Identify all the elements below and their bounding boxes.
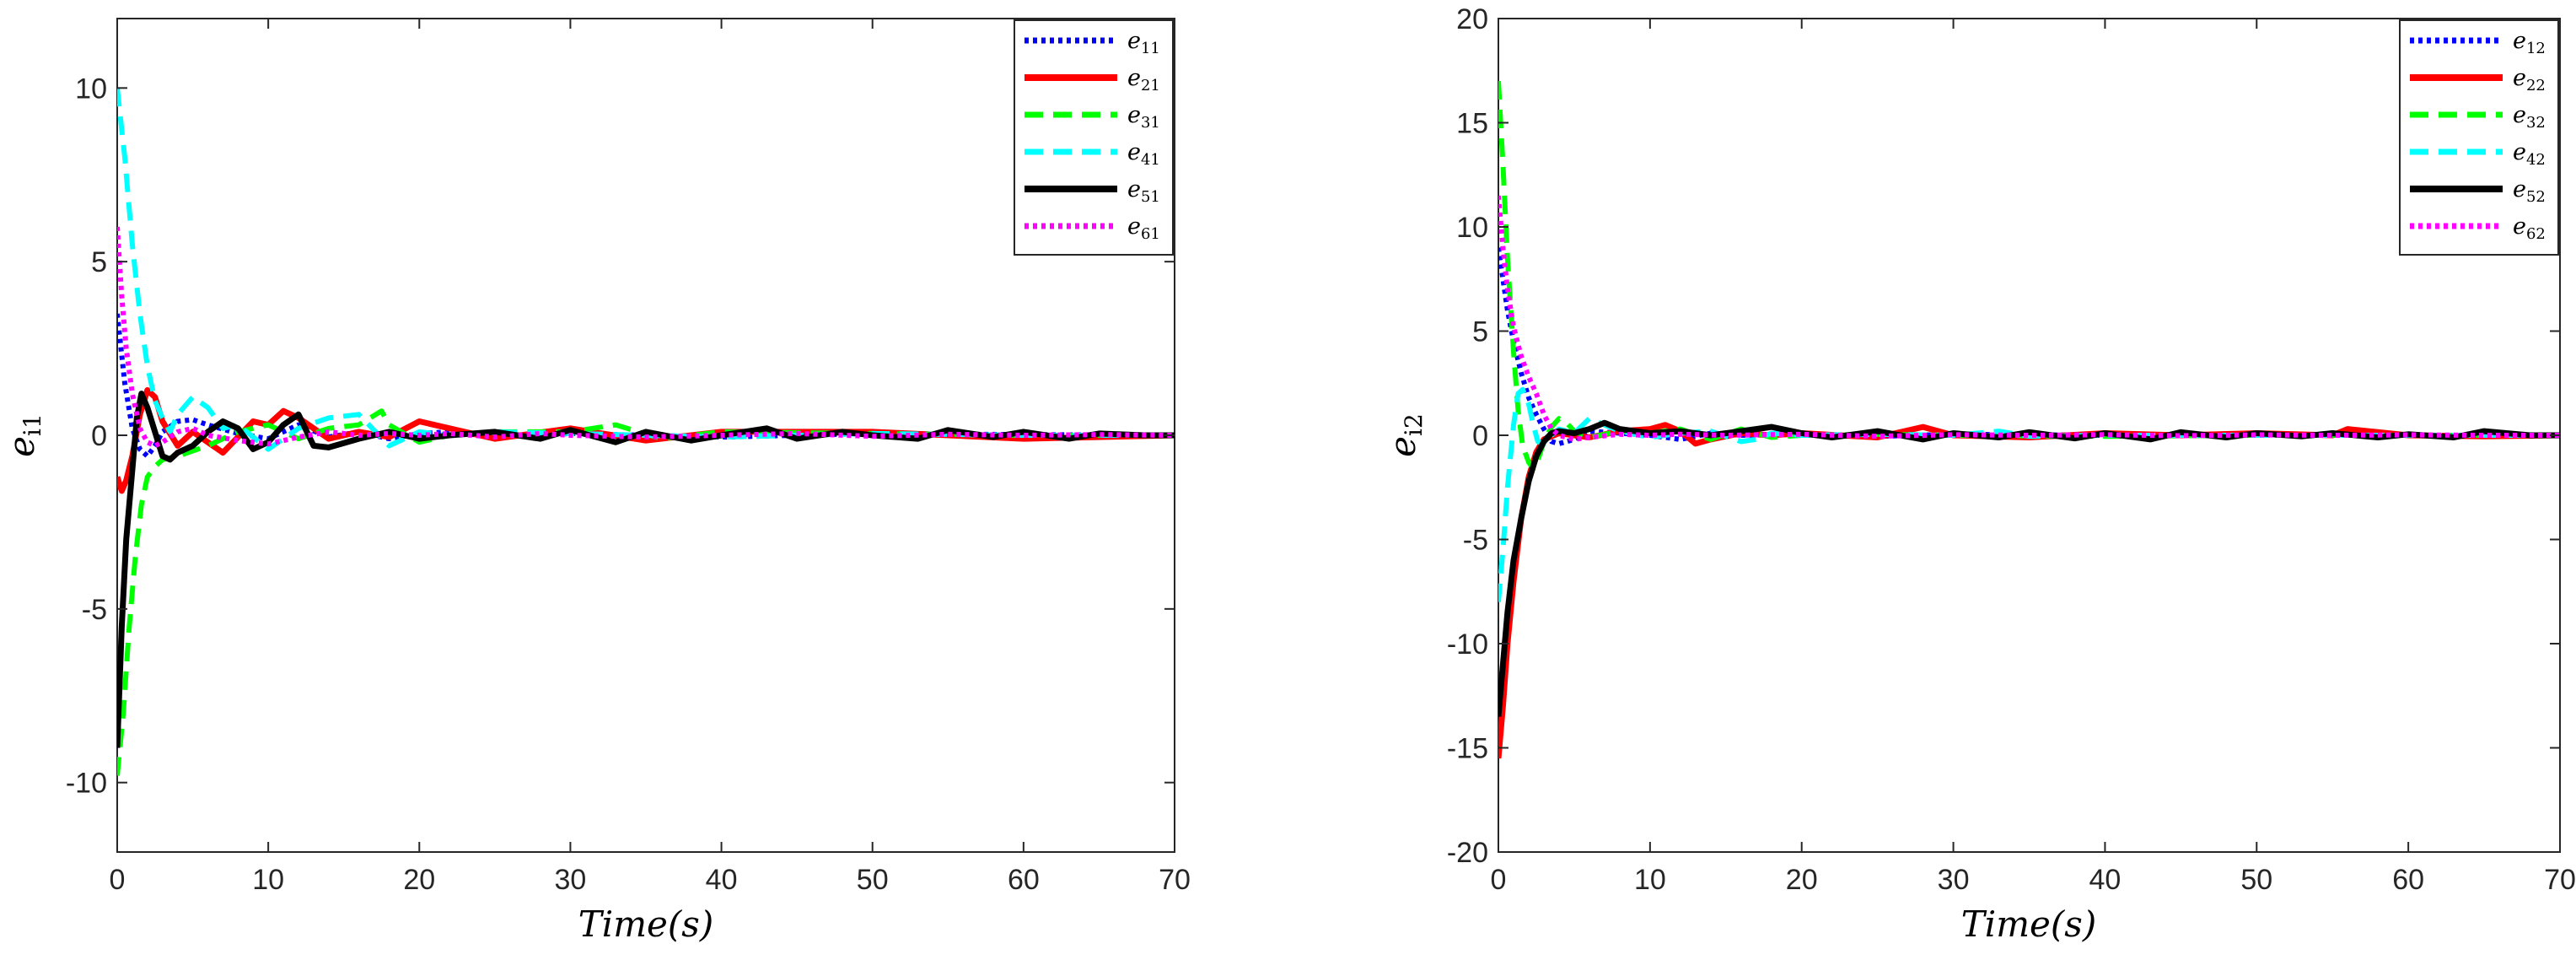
x-tick-label: 50 [2240, 864, 2272, 896]
series-line-e61 [117, 226, 1175, 449]
legend-entry: e62 [2513, 213, 2546, 243]
legend-entry: e42 [2513, 139, 2546, 169]
y-tick-label: 20 [1456, 3, 1488, 35]
legend-entry: e52 [2513, 176, 2546, 206]
x-tick-label: 60 [2392, 864, 2424, 896]
series-line-e51 [117, 391, 1175, 748]
series-lines [117, 87, 1175, 776]
x-tick-label: 0 [1491, 864, 1507, 896]
y-tick-label: -10 [1447, 628, 1488, 661]
y-tick-label: 10 [1456, 212, 1488, 244]
legend-entry: e22 [2513, 65, 2546, 94]
y-tick-label: -5 [1463, 525, 1488, 557]
x-tick-label: 70 [2544, 864, 2576, 896]
legend: e12 e22 e32 e42 e52 e62 [2399, 19, 2559, 256]
left-plot-ei1: 0 10 20 30 40 50 60 70 -10 -5 0 5 10 Time(s) ei1 e1… [1, 18, 1191, 945]
legend-entry: e41 [1127, 139, 1160, 169]
y-tick-label: 0 [91, 420, 107, 452]
x-tick-label: 10 [1634, 864, 1666, 896]
x-tick-label: 50 [857, 864, 889, 896]
x-tick-label: 40 [2089, 864, 2122, 896]
x-axis-label: Time(s) [578, 903, 713, 945]
series-lines [1498, 80, 2560, 759]
legend-box [2399, 19, 2559, 256]
y-tick-label: 0 [1472, 420, 1488, 452]
series-line-e11 [117, 313, 1175, 459]
legend-entry: e31 [1127, 102, 1160, 132]
y-tick-label: -5 [82, 594, 107, 626]
x-axis-label: Time(s) [1961, 903, 2096, 945]
y-tick-label: 15 [1456, 108, 1488, 140]
x-tick-label: 70 [1159, 864, 1191, 896]
y-axis-ticks: -10 -5 0 5 10 [66, 73, 1175, 800]
legend: e11 e21 e31 e41 e51 e61 [1014, 19, 1174, 256]
y-axis-ticks: -20 -15 -10 -5 0 5 10 15 20 [1447, 3, 2560, 869]
legend-entry: e32 [2513, 102, 2546, 132]
x-tick-label: 30 [1938, 864, 1970, 896]
right-plot-ei2: 0 10 20 30 40 50 60 70 -20 -15 -10 -5 0 5 10 15 20 Time… [1382, 3, 2576, 945]
legend-entry: e51 [1127, 176, 1160, 206]
y-tick-label: 5 [91, 246, 107, 278]
series-line-e42 [1498, 386, 2560, 602]
legend-entry: e21 [1127, 65, 1160, 94]
legend-entry: e61 [1127, 213, 1160, 243]
legend-entry: e12 [2513, 28, 2546, 57]
x-axis-ticks: 0 10 20 30 40 50 60 70 [110, 19, 1191, 896]
x-tick-label: 60 [1008, 864, 1040, 896]
series-line-e62 [1498, 195, 2560, 442]
y-tick-label: 10 [75, 73, 107, 105]
y-tick-label: 5 [1472, 316, 1488, 348]
y-tick-label: -20 [1447, 837, 1488, 869]
x-tick-label: 40 [706, 864, 738, 896]
y-axis-label: ei1 [1, 413, 46, 457]
legend-box [1014, 19, 1174, 256]
x-tick-label: 30 [555, 864, 587, 896]
x-tick-label: 10 [252, 864, 284, 896]
x-tick-label: 20 [1786, 864, 1818, 896]
x-tick-label: 0 [110, 864, 126, 896]
legend-entry: e11 [1127, 28, 1160, 57]
y-tick-label: -15 [1447, 733, 1488, 765]
y-axis-label: ei2 [1382, 413, 1428, 457]
x-tick-label: 20 [403, 864, 435, 896]
y-tick-label: -10 [66, 768, 107, 800]
